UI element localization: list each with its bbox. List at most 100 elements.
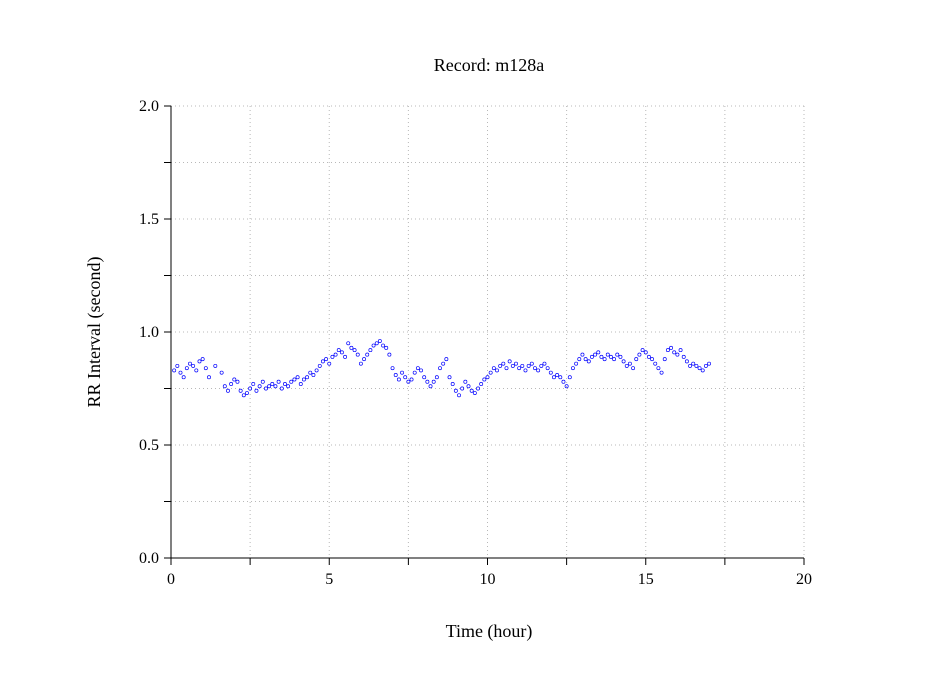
data-point [311,372,316,377]
data-point [643,350,648,355]
data-point [320,359,325,364]
data-point [608,354,613,359]
data-point [200,357,205,362]
data-point [409,377,414,382]
data-point [374,341,379,346]
data-point [627,361,632,366]
data-point [226,388,230,393]
data-point [656,366,661,371]
data-point [450,382,455,386]
data-point [618,354,623,359]
data-point [536,368,541,373]
data-point [298,382,303,386]
data-point [444,357,449,362]
y-tick-label: 2.0 [139,98,159,115]
data-point [314,368,319,373]
data-point [542,361,547,366]
data-point [282,382,287,386]
data-point [425,379,430,384]
data-point [292,377,297,382]
axes: 0 5 10 15 20 0.0 0.5 1.0 1.5 2.0 [139,98,812,588]
data-point [270,382,275,386]
data-point [365,352,370,357]
data-point [517,366,522,371]
data-point [330,354,335,359]
data-point [469,388,474,393]
data-point [561,379,566,384]
data-point [415,366,420,371]
data-point [355,352,360,357]
data-point [700,368,705,373]
data-point [188,361,192,366]
data-point [694,363,699,368]
data-point [555,372,560,377]
data-point [273,384,278,389]
data-point [485,375,490,380]
data-point [412,370,417,375]
data-point [238,388,243,393]
data-point [463,379,468,384]
data-point [434,375,439,380]
data-point [548,370,553,375]
data-point [634,357,639,362]
data-point [422,375,427,380]
data-point [703,363,708,368]
data-point [558,375,563,380]
data-point [520,363,525,368]
data-point [333,352,338,357]
data-point [235,379,240,384]
data-point [184,366,189,371]
data-point [428,384,433,389]
data-point [248,386,253,391]
data-point [203,366,208,371]
data-point [406,379,411,384]
data-point [387,352,392,357]
data-point [207,375,211,380]
data-point [637,352,642,357]
data-point [178,370,183,375]
data-point [653,361,658,366]
data-points [172,339,712,398]
data-point [279,386,284,391]
data-point [580,352,585,357]
data-point [650,357,655,362]
data-point [213,363,218,368]
data-point [377,339,382,343]
data-point [498,363,503,368]
x-tick-label: 5 [325,571,333,588]
data-point [526,363,531,368]
data-point [567,375,572,380]
data-point [457,393,461,398]
data-point [488,370,493,375]
y-tick-label: 0.0 [139,550,159,567]
data-point [384,345,389,350]
data-point [447,375,452,380]
data-point [257,384,262,389]
data-point [605,352,610,357]
x-tick-label: 0 [167,571,175,588]
data-point [305,375,310,380]
data-point [621,359,626,364]
y-tick-label: 0.5 [139,437,159,454]
data-point [684,359,689,364]
data-point [264,386,268,391]
data-point [593,352,598,357]
data-point [396,377,401,382]
data-point [672,350,677,355]
data-point [317,363,322,368]
data-point [175,363,180,368]
data-point [662,357,667,362]
data-point [289,379,294,384]
data-point [631,366,636,371]
data-point [400,370,404,375]
data-point [697,366,702,371]
data-point [596,350,601,355]
data-point [589,354,594,359]
data-point [577,357,582,362]
data-point [523,368,528,373]
data-point [675,352,680,357]
data-point [533,366,537,371]
data-point [241,393,246,398]
data-point [507,359,512,364]
